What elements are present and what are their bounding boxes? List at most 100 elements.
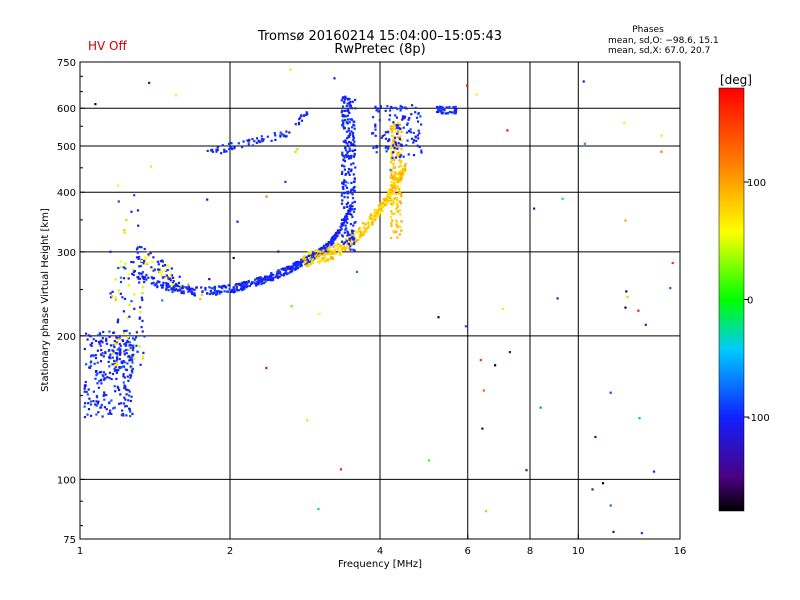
data-point — [329, 257, 332, 260]
x-tick-label: 16 — [674, 546, 687, 557]
data-point — [334, 243, 337, 246]
data-point — [346, 234, 349, 237]
data-point — [123, 297, 127, 300]
data-point — [205, 292, 209, 295]
data-point — [285, 273, 288, 276]
data-point — [96, 372, 99, 375]
data-point — [331, 242, 334, 246]
data-point — [336, 230, 339, 233]
data-point — [268, 275, 271, 278]
data-point — [87, 408, 91, 411]
data-point — [395, 127, 398, 130]
data-point — [164, 264, 167, 267]
data-point — [126, 339, 129, 342]
data-point — [142, 354, 145, 357]
data-point — [393, 197, 396, 201]
data-point — [307, 261, 310, 264]
data-point — [418, 145, 421, 149]
data-point — [417, 120, 420, 123]
data-point — [533, 207, 536, 210]
data-point — [398, 165, 401, 168]
data-point — [393, 127, 396, 130]
data-point — [352, 155, 355, 158]
data-point — [304, 113, 308, 116]
data-point — [94, 103, 97, 106]
data-point — [399, 154, 402, 157]
data-point — [341, 186, 345, 189]
data-point — [391, 107, 394, 110]
data-point — [123, 350, 126, 353]
data-point — [113, 346, 116, 349]
data-point — [475, 93, 478, 96]
data-point — [464, 325, 467, 328]
data-point — [284, 267, 287, 270]
data-point — [129, 358, 132, 362]
data-point — [260, 280, 264, 283]
data-point — [146, 262, 149, 265]
data-point — [350, 130, 353, 133]
data-point — [362, 231, 366, 234]
data-point — [378, 119, 381, 122]
data-point — [349, 191, 352, 194]
data-point — [219, 285, 223, 289]
data-point — [343, 241, 346, 244]
data-point — [342, 242, 345, 246]
data-point — [398, 123, 402, 126]
data-point — [385, 203, 388, 206]
data-point — [98, 332, 101, 335]
data-point — [240, 285, 243, 288]
data-point — [671, 261, 674, 265]
data-point — [348, 97, 351, 101]
y-tick-label: 400 — [57, 188, 76, 199]
data-point — [348, 173, 351, 176]
data-point — [123, 376, 126, 379]
data-point — [361, 231, 364, 234]
data-point — [352, 138, 355, 141]
data-point — [342, 101, 346, 104]
data-point — [346, 190, 349, 193]
data-point — [393, 148, 396, 152]
data-point — [98, 341, 101, 344]
data-point — [116, 363, 119, 367]
data-point — [349, 118, 352, 121]
data-point — [369, 213, 373, 216]
data-point — [340, 99, 343, 102]
data-point — [132, 268, 135, 271]
data-point — [364, 223, 367, 226]
data-point — [348, 147, 351, 150]
data-point — [339, 468, 343, 471]
data-point — [345, 104, 348, 108]
data-point — [124, 341, 128, 345]
data-point — [165, 288, 168, 291]
data-point — [427, 459, 431, 462]
data-point — [362, 226, 365, 229]
data-point — [115, 369, 118, 372]
data-point — [253, 281, 256, 284]
data-point — [392, 163, 395, 166]
data-point — [127, 389, 130, 392]
data-point — [337, 229, 340, 232]
data-point — [178, 288, 182, 291]
data-point — [387, 196, 390, 199]
data-point — [237, 282, 240, 285]
data-point — [333, 238, 336, 241]
data-point — [130, 395, 133, 398]
data-point — [342, 183, 345, 186]
data-point — [118, 357, 121, 361]
data-point — [137, 224, 140, 227]
data-point — [397, 210, 400, 213]
data-point — [84, 380, 87, 384]
data-point — [125, 368, 129, 372]
data-point — [100, 348, 103, 352]
data-point — [395, 172, 398, 175]
data-point — [206, 198, 209, 201]
data-point — [350, 236, 353, 239]
data-point — [131, 412, 134, 415]
data-point — [325, 258, 328, 262]
data-point — [148, 81, 151, 84]
data-point — [398, 190, 401, 193]
data-point — [410, 113, 413, 116]
data-point — [97, 334, 100, 337]
data-point — [400, 193, 403, 196]
data-point — [417, 137, 420, 140]
